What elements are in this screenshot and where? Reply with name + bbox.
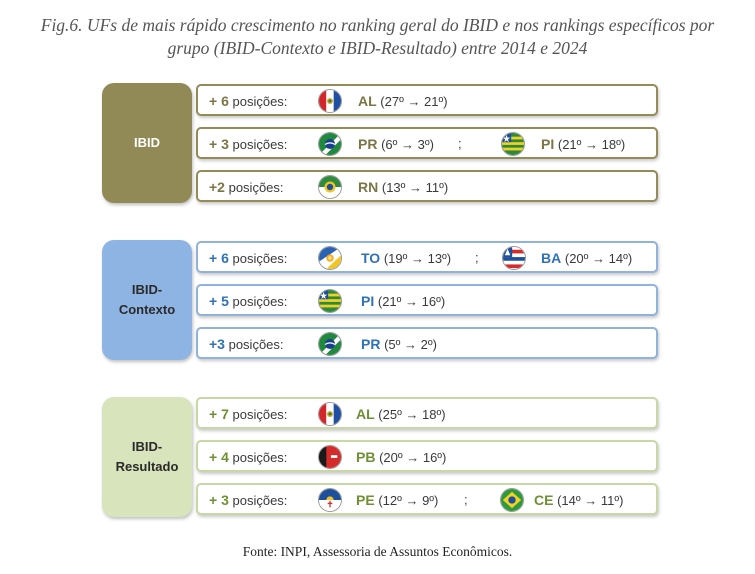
separator: ; <box>458 136 462 151</box>
piaui-flag-icon <box>501 132 525 156</box>
paraiba-flag-icon <box>318 445 342 469</box>
ibid-resultado-row-3: + 3 posições: PE (12º → 9º) ; CE (14º → … <box>196 483 658 515</box>
state-code: BA <box>541 250 562 266</box>
positions-label: posições: <box>232 450 288 465</box>
ibid-row-3: +2 posições: RN (13º → 11º) <box>196 170 658 202</box>
ibid-row-1: + 6 posições: AL (27º → 21º) <box>196 84 658 116</box>
parana-flag-icon <box>318 132 342 156</box>
ceara-flag-icon <box>500 488 524 512</box>
state-code: CE <box>534 492 554 508</box>
position-gain: +3 <box>209 336 225 352</box>
ranking-change: (21º → 18º) <box>557 137 626 152</box>
ranking-change: (12º → 9º) <box>378 493 439 508</box>
positions-label: posições: <box>232 137 288 152</box>
ibid-contexto-row-1: + 6 posições: TO (19º → 13º) ; BA (20º →… <box>196 241 658 273</box>
bahia-flag-icon <box>502 246 526 270</box>
rio-grande-do-norte-flag-icon <box>318 175 342 199</box>
group-label-line-1: IBID <box>134 135 160 150</box>
figure-title-line-2: grupo (IBID-Contexto e IBID-Resultado) e… <box>167 38 588 58</box>
group-label-line-2: Resultado <box>115 459 179 474</box>
separator: ; <box>475 250 479 265</box>
positions-label: posições: <box>228 337 284 352</box>
position-gain: + 6 <box>209 93 229 109</box>
ranking-change: (25º → 18º) <box>378 407 446 422</box>
ranking-change: (14º → 11º) <box>557 493 624 508</box>
parana-flag-icon <box>318 332 342 356</box>
ibid-contexto-row-3: +3 posições: PR (5º → 2º) <box>196 327 658 359</box>
separator: ; <box>464 492 468 507</box>
ranking-change: (21º → 16º) <box>377 294 446 309</box>
positions-label: posições: <box>232 294 288 309</box>
ibid-group-label: IBID <box>102 83 192 203</box>
state-code: PB <box>356 449 376 465</box>
position-gain: + 5 <box>209 293 229 309</box>
state-code: PR <box>361 336 381 352</box>
ranking-change: (13º → 11º) <box>381 180 449 195</box>
state-code: PE <box>356 492 375 508</box>
ranking-change: (19º → 13º) <box>383 251 452 266</box>
state-code: AL <box>358 93 377 109</box>
ibid-row-2: + 3 posições: PR (6º → 3º) ; PI (21º → 1… <box>196 127 658 159</box>
state-code: PR <box>358 136 378 152</box>
positions-label: posições: <box>232 251 288 266</box>
position-gain: + 3 <box>209 136 229 152</box>
state-code: PI <box>541 136 555 152</box>
position-gain: +2 <box>209 179 225 195</box>
ibid-contexto-group-label: IBID- Contexto <box>102 240 192 360</box>
positions-label: posições: <box>228 180 284 195</box>
alagoas-flag-icon <box>318 89 342 113</box>
state-code: AL <box>356 406 375 422</box>
positions-label: posições: <box>232 94 288 109</box>
ranking-change: (20º → 14º) <box>564 251 633 266</box>
position-gain: + 6 <box>209 250 229 266</box>
ibid-contexto-row-2: + 5 posições: PI (21º → 16º) <box>196 284 658 316</box>
group-label-line-1: IBID- <box>131 439 163 454</box>
position-gain: + 7 <box>209 406 229 422</box>
ranking-change: (27º → 21º) <box>380 94 448 109</box>
tocantins-flag-icon <box>318 246 342 270</box>
positions-label: posições: <box>232 493 288 508</box>
figure-title-line-1: Fig.6. UFs de mais rápido crescimento no… <box>40 15 715 35</box>
group-label-line-1: IBID- <box>131 282 163 297</box>
piaui-flag-icon <box>318 289 342 313</box>
position-gain: + 4 <box>209 449 229 465</box>
figure-title: Fig.6. UFs de mais rápido crescimento no… <box>0 14 755 60</box>
state-code: TO <box>361 250 381 266</box>
ibid-resultado-row-1: + 7 posições: AL (25º → 18º) <box>196 397 658 429</box>
ibid-resultado-group-label: IBID- Resultado <box>102 397 192 517</box>
position-gain: + 3 <box>209 492 229 508</box>
alagoas-flag-icon <box>318 402 342 426</box>
ranking-change: (20º → 16º) <box>379 450 447 465</box>
positions-label: posições: <box>232 407 288 422</box>
state-code: PI <box>361 293 375 309</box>
pernambuco-flag-icon <box>318 488 342 512</box>
state-code: RN <box>358 179 379 195</box>
source-note: Fonte: INPI, Assessoria de Assuntos Econ… <box>242 544 513 559</box>
ibid-resultado-row-2: + 4 posições: PB (20º → 16º) <box>196 440 658 472</box>
ranking-change: (5º → 2º) <box>384 337 437 352</box>
group-label-line-2: Contexto <box>118 302 176 317</box>
ranking-change: (6º → 3º) <box>381 137 434 152</box>
